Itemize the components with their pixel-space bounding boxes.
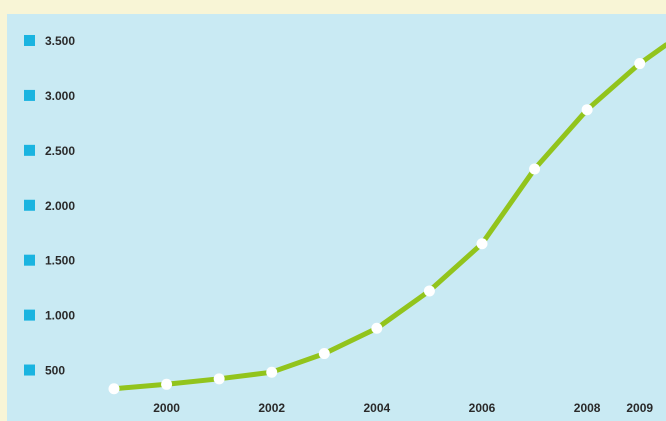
x-tick-label: 2009 <box>626 401 653 415</box>
data-point <box>266 366 278 378</box>
x-tick-label: 2002 <box>258 401 285 415</box>
y-tick-label: 3.000 <box>45 89 75 103</box>
x-tick-label: 2004 <box>364 401 391 415</box>
data-point <box>108 383 120 395</box>
y-tick-label: 2.500 <box>45 144 75 158</box>
data-point <box>318 348 330 360</box>
x-axis: 2000 2002 2004 2006 2008 2009 <box>153 401 653 415</box>
data-point <box>423 285 435 297</box>
y-tick-label: 1.500 <box>45 254 75 268</box>
data-point <box>634 58 646 70</box>
x-tick-label: 2008 <box>574 401 601 415</box>
data-point <box>213 373 225 385</box>
y-tick-bullet <box>24 34 35 46</box>
y-tick-bullet <box>24 89 35 101</box>
y-axis: 500 1.000 1.500 2.000 2.500 3.000 3.500 <box>24 34 75 378</box>
y-tick-bullet <box>24 254 35 266</box>
series-layer <box>108 42 666 395</box>
data-point <box>161 378 173 390</box>
data-point <box>476 238 488 250</box>
y-tick-bullet <box>24 144 35 156</box>
data-point <box>371 322 383 334</box>
y-tick-bullet <box>24 199 35 211</box>
x-tick-label: 2000 <box>153 401 180 415</box>
data-point <box>581 104 593 116</box>
y-tick-label: 500 <box>45 364 65 378</box>
y-tick-bullet <box>24 309 35 321</box>
plot-area <box>7 14 666 421</box>
y-tick-bullet <box>24 364 35 376</box>
y-tick-label: 3.500 <box>45 34 75 48</box>
series-line <box>111 42 666 392</box>
x-tick-label: 2006 <box>469 401 496 415</box>
data-point <box>529 163 541 175</box>
y-tick-label: 2.000 <box>45 199 75 213</box>
y-tick-label: 1.000 <box>45 309 75 323</box>
